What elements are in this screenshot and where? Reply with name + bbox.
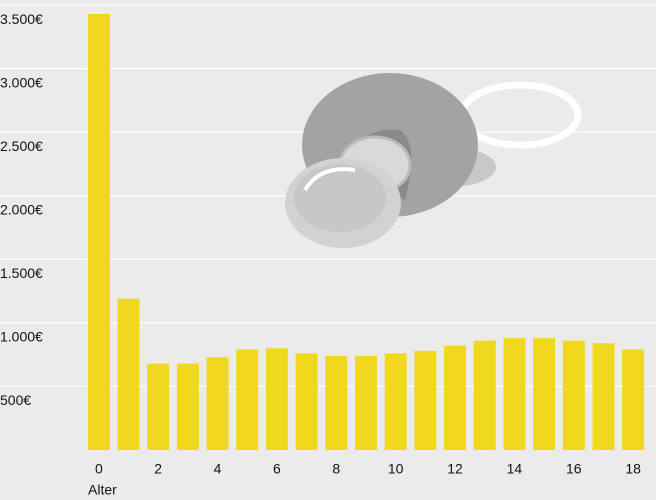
x-tick-label: 10 xyxy=(388,461,404,477)
x-tick-label: 6 xyxy=(273,461,281,477)
bar xyxy=(355,355,377,450)
x-tick-label: 4 xyxy=(214,461,222,477)
x-axis-label: Alter xyxy=(88,482,117,498)
bar xyxy=(265,348,288,450)
x-tick-label: 14 xyxy=(507,461,523,477)
bar xyxy=(622,349,645,450)
bar xyxy=(117,298,140,450)
bar xyxy=(384,353,407,450)
bar xyxy=(503,338,526,450)
bar xyxy=(147,363,170,450)
bar xyxy=(414,350,437,450)
y-tick-label: 3.500€ xyxy=(0,11,43,27)
bar xyxy=(206,357,229,450)
x-tick-label: 8 xyxy=(332,461,340,477)
y-tick-label: 1.500€ xyxy=(0,265,43,281)
x-tick-label: 18 xyxy=(625,461,641,477)
pacifier-illustration xyxy=(285,73,582,248)
y-tick-label: 3.000€ xyxy=(0,74,43,90)
x-tick-label: 2 xyxy=(154,461,162,477)
x-tick-label: 12 xyxy=(447,461,463,477)
bar xyxy=(533,338,556,450)
bar xyxy=(562,340,585,450)
bar xyxy=(592,343,615,450)
bar xyxy=(176,363,199,450)
bar xyxy=(444,345,467,450)
bar xyxy=(87,13,110,450)
bar xyxy=(325,355,348,450)
y-tick-label: 500€ xyxy=(0,392,31,408)
y-tick-label: 1.000€ xyxy=(0,329,43,345)
bar xyxy=(295,353,318,450)
y-tick-label: 2.000€ xyxy=(0,201,43,217)
bar xyxy=(236,349,259,450)
y-tick-label: 2.500€ xyxy=(0,138,43,154)
x-tick-label: 0 xyxy=(95,461,103,477)
x-tick-label: 16 xyxy=(566,461,582,477)
bar xyxy=(473,340,496,450)
